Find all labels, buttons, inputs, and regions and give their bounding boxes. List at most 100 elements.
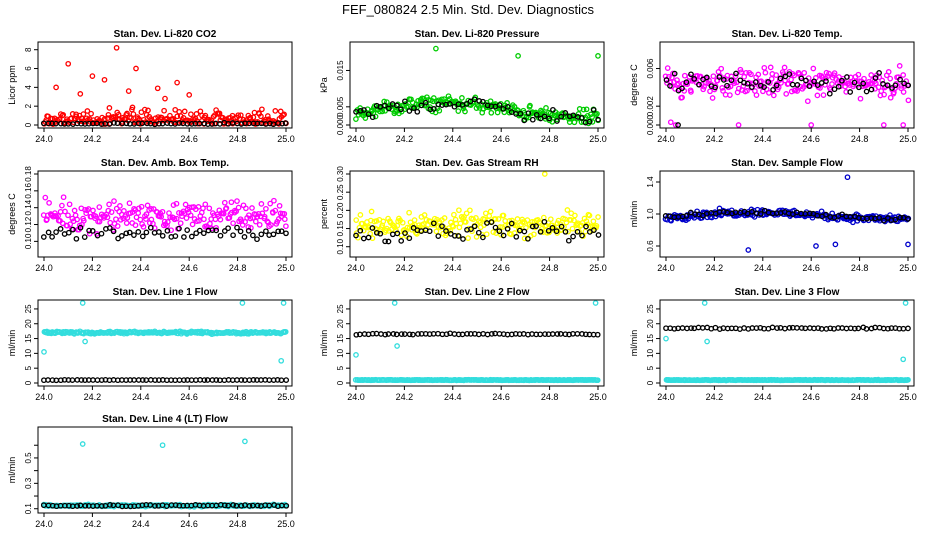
data-point <box>221 199 228 206</box>
data-point <box>196 217 202 224</box>
x-tick-label: 24.8 <box>229 134 247 144</box>
data-point <box>156 120 162 127</box>
x-axis: 24.0 24.2 24.4 24.6 24.8 25.0 <box>347 386 607 402</box>
data-point <box>225 502 232 509</box>
data-point <box>791 72 798 79</box>
data-point <box>525 110 532 117</box>
data-point <box>74 216 80 223</box>
data-point <box>554 331 561 337</box>
y-axis-label: degrees C <box>7 193 17 235</box>
data-point <box>823 78 829 85</box>
data-point <box>885 325 891 332</box>
data-point <box>447 101 453 107</box>
y-tick-label: 0.16 <box>24 183 33 199</box>
data-point <box>438 96 445 103</box>
data-point <box>578 115 585 121</box>
y-tick-label: 0.15 <box>336 220 345 236</box>
data-point <box>213 227 220 234</box>
data-point <box>71 207 78 214</box>
data-point <box>770 92 777 99</box>
data-point <box>427 106 434 113</box>
data-point <box>386 105 392 112</box>
data-point <box>118 233 125 239</box>
data-point <box>89 73 96 79</box>
data-point <box>365 111 372 118</box>
data-point <box>704 338 710 345</box>
y-tick-label: 0 <box>24 122 33 127</box>
data-point <box>473 234 480 240</box>
data-point <box>703 74 710 81</box>
data-point <box>595 53 601 59</box>
data-point <box>752 79 759 85</box>
data-point <box>716 74 723 80</box>
y-tick-label: 0.015 <box>336 60 345 81</box>
data-point <box>92 213 99 219</box>
data-point <box>159 208 166 215</box>
chart-title: Stan. Dev. Line 2 Flow <box>425 287 530 298</box>
data-point <box>174 113 181 120</box>
data-point <box>110 228 117 235</box>
data-point <box>129 104 136 111</box>
data-point <box>851 325 858 332</box>
data-point <box>459 95 465 101</box>
y-tick-label: 0.30 <box>336 166 345 182</box>
y-tick-label: 8 <box>24 47 33 52</box>
chart-title: Stan. Dev. Li-820 Temp. <box>732 29 843 40</box>
data-point <box>720 88 726 94</box>
data-point <box>575 111 582 117</box>
data-point <box>156 229 162 235</box>
data-point <box>193 230 200 237</box>
data-point <box>517 110 524 117</box>
data-point <box>206 205 213 212</box>
data-point <box>435 330 441 337</box>
data-point <box>238 377 245 383</box>
data-point <box>380 218 387 225</box>
data-point <box>900 72 907 78</box>
y-axis: 0 5 10 15 20 25 <box>336 304 350 385</box>
data-point <box>126 200 133 207</box>
plot-frame <box>349 41 605 129</box>
data-point <box>268 222 274 228</box>
chart-title: Stan. Dev. Li-820 CO2 <box>114 29 217 40</box>
data-point <box>735 122 742 128</box>
data-point <box>580 106 587 113</box>
y-tick-label: 2 <box>24 103 33 108</box>
x-tick-label: 24.4 <box>132 519 150 529</box>
data-point <box>720 209 727 215</box>
data-point <box>579 232 585 239</box>
y-tick-label: 1.0 <box>646 208 655 220</box>
data-point <box>823 211 829 218</box>
y-tick-label: 25 <box>646 304 655 313</box>
data-point <box>900 356 907 363</box>
data-point <box>876 214 882 221</box>
data-point <box>488 109 495 116</box>
data-point <box>188 233 195 240</box>
data-point <box>905 97 912 104</box>
data-point <box>282 328 289 335</box>
x-tick-label: 25.0 <box>899 392 917 402</box>
chart-title: Stan. Dev. Line 1 Flow <box>113 287 218 298</box>
data-point <box>250 377 257 383</box>
data-point <box>554 118 560 124</box>
data-point <box>663 335 669 342</box>
x-tick-label: 24.0 <box>35 519 53 529</box>
data-point <box>238 502 245 509</box>
x-tick-label: 24.6 <box>180 263 198 273</box>
y-tick-label: 20 <box>24 319 33 328</box>
y-axis: 0 2 4 6 8 <box>24 47 38 127</box>
data-point <box>589 119 596 125</box>
data-point <box>688 325 694 331</box>
data-point <box>177 220 184 227</box>
x-axis: 24.0 24.2 24.4 24.6 24.8 25.0 <box>35 257 295 273</box>
data-point <box>455 233 462 239</box>
data-point <box>798 325 805 331</box>
data-point <box>280 300 287 306</box>
data-point <box>161 107 167 114</box>
data-point <box>272 108 279 114</box>
data-point <box>67 221 74 228</box>
data-point <box>267 200 274 207</box>
data-point <box>394 230 401 237</box>
chart-panel-4: Stan. Dev. Amb. Box Temp.24.0 24.2 24.4 24.… <box>7 158 295 273</box>
